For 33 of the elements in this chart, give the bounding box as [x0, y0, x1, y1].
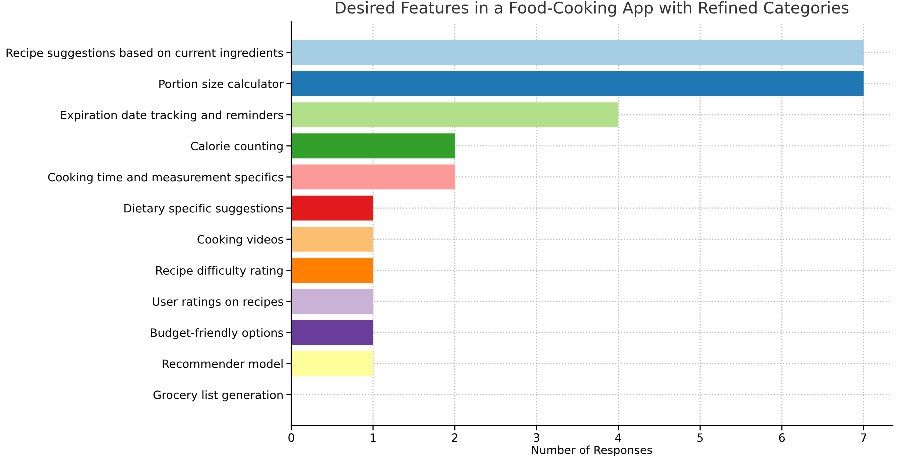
- y-tick-label: Recipe difficulty rating: [156, 266, 283, 278]
- x-axis-title: Number of Responses: [532, 446, 652, 457]
- bar: [292, 164, 456, 190]
- x-tick-label: 7: [861, 434, 867, 442]
- bar: [292, 102, 619, 128]
- x-tick-label: 5: [698, 434, 703, 442]
- bar: [292, 258, 374, 283]
- bar: [292, 289, 374, 314]
- x-tick-label: 3: [534, 434, 540, 442]
- chart-title: Desired Features in a Food-Cooking App with Refined Categories: [336, 2, 849, 18]
- x-tick-label: 6: [779, 434, 786, 442]
- bar: [292, 226, 374, 252]
- y-tick-label: Recipe suggestions based on current ingredients: [6, 48, 284, 60]
- x-tick-label: 0: [288, 434, 294, 442]
- y-tick-label: Cooking time and measurement specifics: [48, 172, 284, 184]
- bar: [292, 196, 374, 221]
- y-tick-label: Recommender model: [162, 360, 283, 368]
- y-tick-label: Grocery list generation: [154, 390, 283, 402]
- y-tick-label: Calorie counting: [191, 142, 283, 153]
- x-tick-label: 4: [616, 434, 622, 442]
- y-tick-label: User ratings on recipes: [153, 297, 284, 308]
- y-tick-label: Cooking videos: [198, 235, 284, 246]
- y-tick-label: Portion size calculator: [160, 80, 284, 88]
- bar: [292, 71, 864, 96]
- bar: [292, 351, 374, 376]
- bar: [292, 40, 864, 66]
- bar: [292, 134, 456, 159]
- y-tick-label: Dietary specific suggestions: [124, 204, 284, 216]
- y-tick-label: Expiration date tracking and reminders: [61, 110, 284, 122]
- x-tick-label: 2: [452, 434, 458, 442]
- y-tick-label: Budget-friendly options: [151, 328, 284, 340]
- x-tick-label: 1: [370, 434, 376, 442]
- bar: [292, 320, 374, 346]
